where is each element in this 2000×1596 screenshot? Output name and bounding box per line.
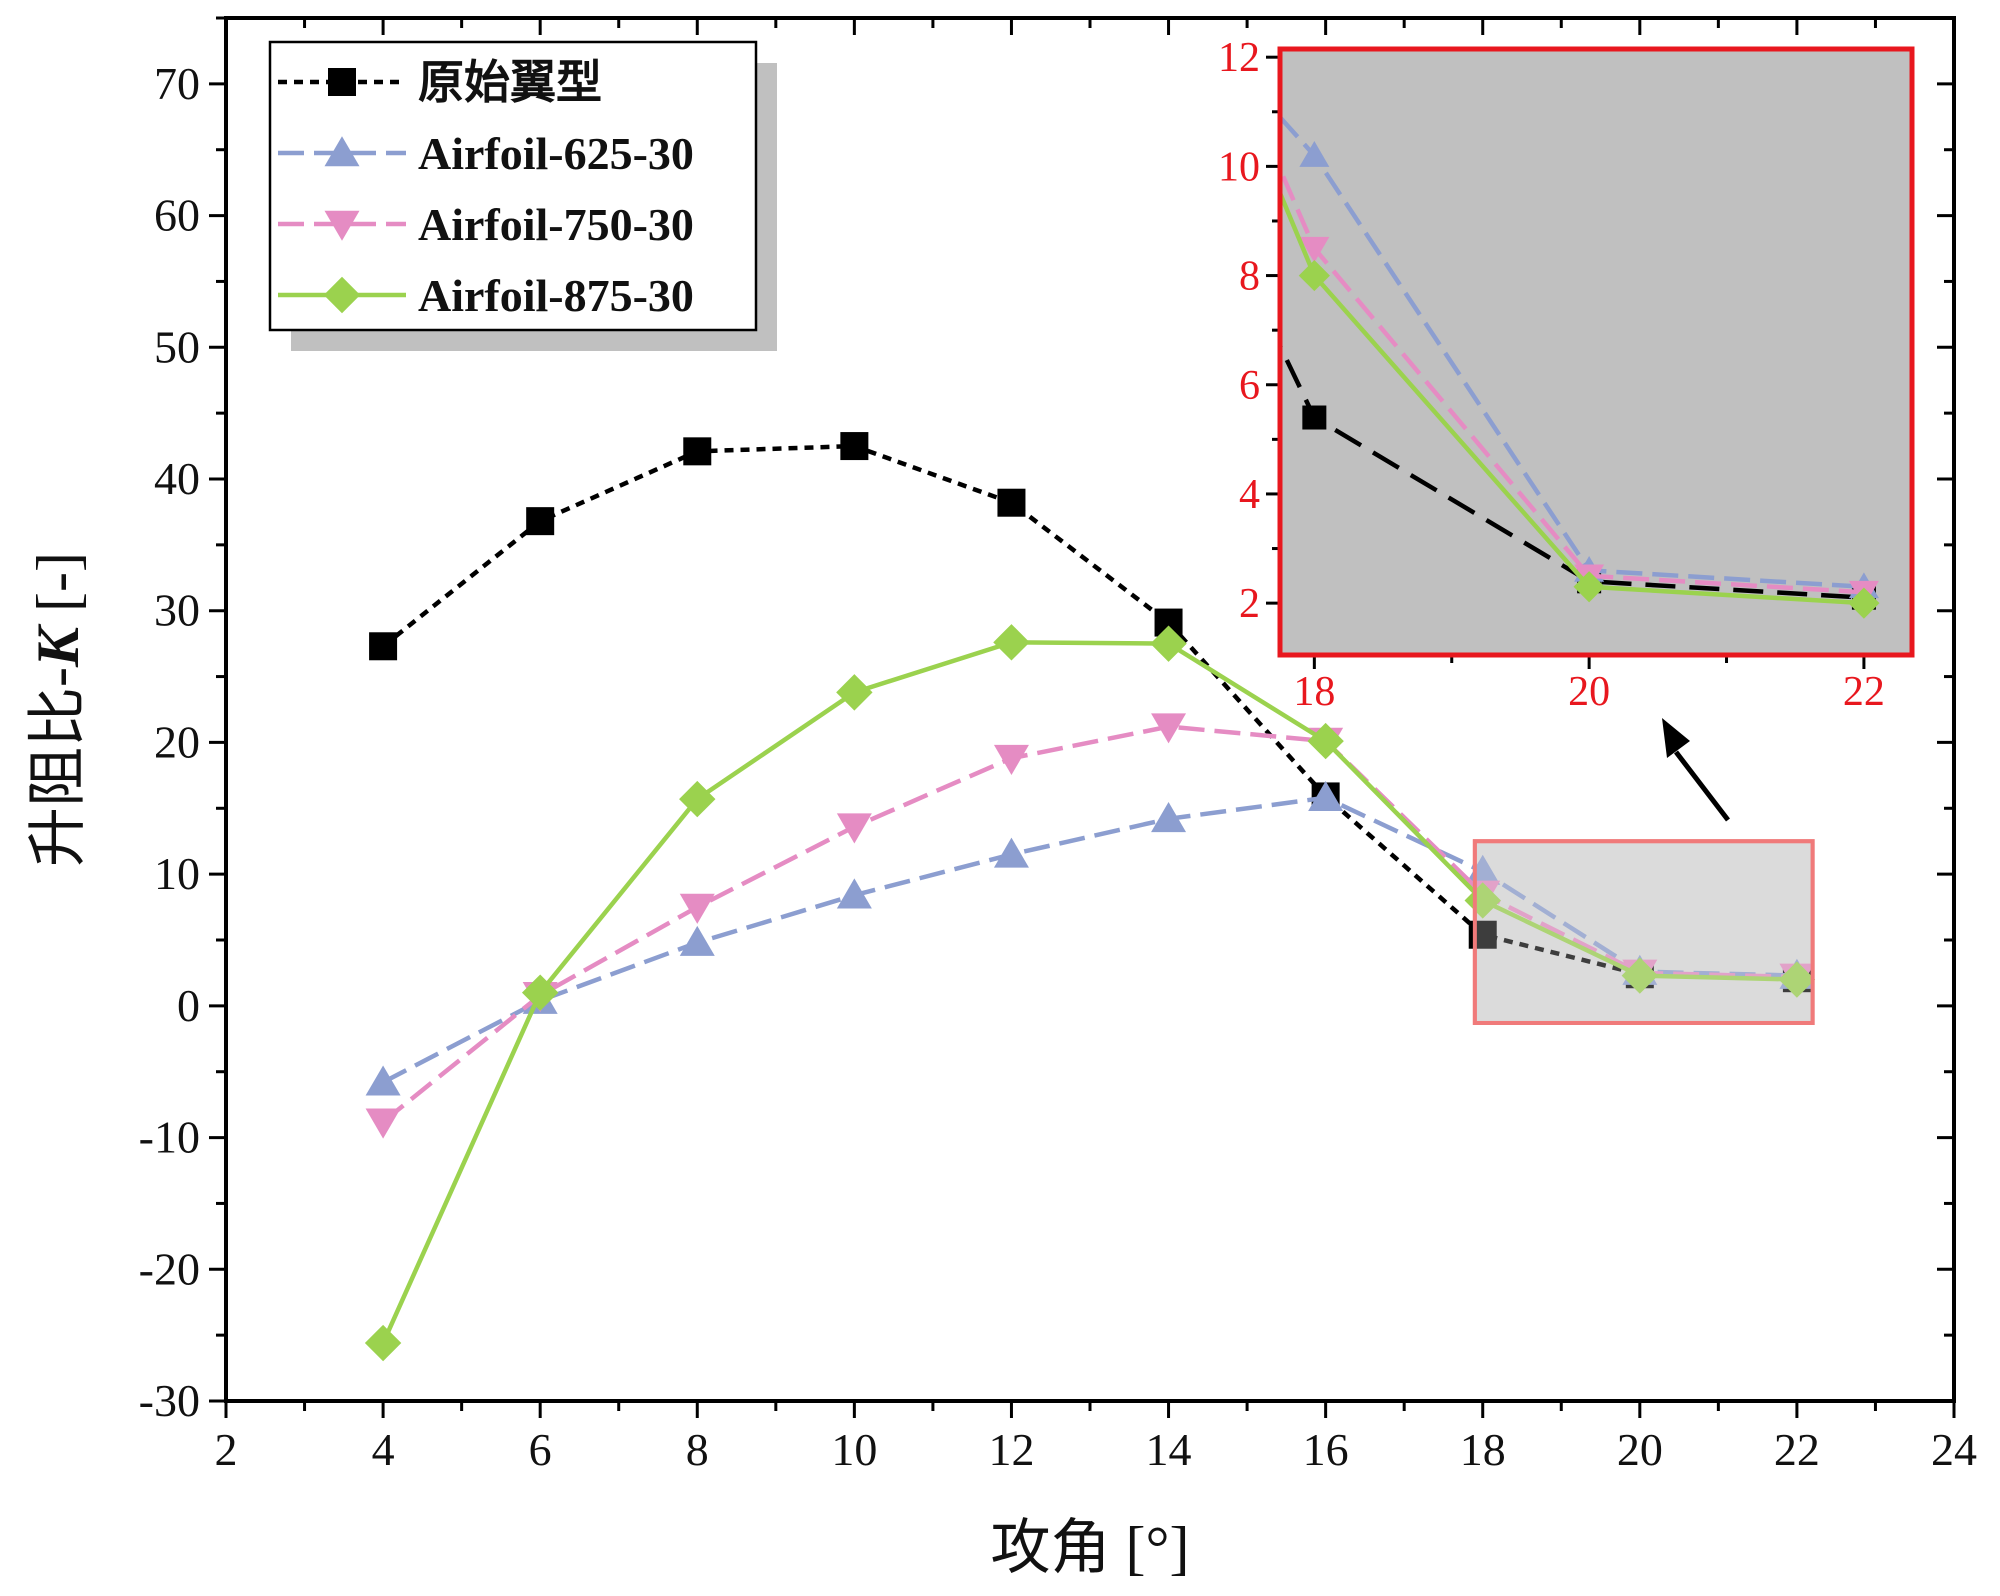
- zoom-arrow-head: [1662, 718, 1690, 758]
- main-plot: 2 4 6 8 10 12 14 16 18 20 22 24-30-20-1001020304050…: [139, 16, 1977, 1475]
- inset-data-point: [1302, 405, 1327, 430]
- inset-y-tick-label: 10: [1218, 144, 1260, 190]
- y-axis-title-unit: [-]: [25, 552, 91, 627]
- data-point: [679, 780, 716, 818]
- legend-marker: [328, 68, 356, 96]
- y-axis-title: 升阻比-K [-]: [25, 552, 91, 867]
- data-point: [369, 632, 398, 661]
- x-tick-label: 4: [372, 1424, 395, 1475]
- x-tick-label: 6: [529, 1424, 552, 1475]
- x-tick-label: 18: [1460, 1424, 1506, 1475]
- y-tick-label: -20: [139, 1243, 200, 1294]
- x-tick-label: 14: [1146, 1424, 1192, 1475]
- inset-y-tick-label: 4: [1239, 472, 1260, 518]
- inset-series-group: [1280, 113, 1880, 619]
- y-tick-label: 40: [154, 453, 200, 504]
- series-4: [364, 624, 1816, 1362]
- inset-data-point: [1298, 259, 1330, 292]
- data-point: [1778, 961, 1816, 998]
- y-tick-label: 50: [154, 321, 200, 372]
- data-point: [836, 674, 873, 711]
- inset-x-tick-label: 22: [1843, 669, 1885, 715]
- inset-y-tick-label: 8: [1239, 254, 1260, 300]
- data-point: [993, 837, 1029, 868]
- legend-marker: [323, 276, 361, 314]
- data-point: [1151, 802, 1187, 833]
- inset-y-tick-label: 12: [1218, 35, 1260, 81]
- inset-x-tick-label: 20: [1568, 669, 1610, 715]
- data-point: [997, 488, 1026, 517]
- x-tick-label: 24: [1931, 1424, 1977, 1475]
- data-point: [1621, 957, 1659, 994]
- inset-y-tick-label: 6: [1239, 363, 1260, 409]
- y-axis-title-main: 升阻比-: [25, 667, 91, 867]
- inset-frame: [1277, 46, 1915, 658]
- data-point: [683, 437, 712, 466]
- x-tick-label: 12: [988, 1424, 1034, 1475]
- inset-background: [1280, 49, 1912, 655]
- x-tick-label: 22: [1774, 1424, 1820, 1475]
- y-tick-label: -30: [139, 1375, 200, 1426]
- legend: 原始翼型 Airfoil-625-30 Airfoil-750-30 Airfoil-…: [268, 40, 777, 351]
- legend-label: Airfoil-750-30: [418, 199, 694, 250]
- inset-series-4: [1280, 187, 1880, 619]
- zoom-arrow-shaft: [1674, 750, 1730, 822]
- x-tick-label: 16: [1303, 1424, 1349, 1475]
- inset-data-point: [1573, 571, 1605, 603]
- inset-data-point: [1299, 141, 1330, 167]
- legend-label: 原始翼型: [418, 57, 602, 108]
- inset-series-line: [1280, 163, 1865, 595]
- y-tick-label: 30: [154, 585, 200, 636]
- x-tick-label: 10: [831, 1424, 877, 1475]
- data-point: [993, 744, 1029, 776]
- series-line: [381, 640, 1797, 1344]
- inset-data-point: [1848, 587, 1880, 619]
- data-point: [1308, 780, 1344, 812]
- data-point: [365, 1065, 401, 1096]
- inset-x-tick-label: 18: [1293, 669, 1335, 715]
- x-tick-label: 2: [215, 1424, 238, 1475]
- data-point: [679, 893, 715, 924]
- data-point: [1464, 882, 1501, 919]
- data-point: [679, 925, 715, 956]
- data-point: [521, 974, 559, 1011]
- inset-series-line: [1280, 187, 1865, 606]
- data-point: [364, 1324, 402, 1362]
- data-point: [836, 878, 872, 909]
- series-line: [382, 795, 1797, 1085]
- inset-y-tick-label: 2: [1239, 581, 1260, 627]
- x-tick-label: 8: [686, 1424, 709, 1475]
- y-tick-label: 0: [177, 980, 200, 1031]
- inset-data-point: [1299, 236, 1330, 263]
- data-point: [1151, 713, 1187, 744]
- y-tick-label: 20: [154, 716, 200, 767]
- data-point: [526, 507, 555, 536]
- data-point: [1307, 722, 1344, 760]
- data-point: [836, 813, 872, 844]
- series-line: [381, 724, 1797, 1124]
- data-point: [840, 432, 869, 461]
- legend-label: Airfoil-875-30: [418, 270, 694, 321]
- zoom-region-box: [1472, 839, 1815, 1025]
- legend-marker: [324, 210, 360, 241]
- x-axis-title: 攻角 [°]: [991, 1515, 1190, 1581]
- y-axis-title-symbol: K: [25, 623, 91, 668]
- y-tick-label: 70: [154, 58, 200, 109]
- data-point: [1150, 625, 1187, 662]
- y-tick-label: 10: [154, 848, 200, 899]
- y-tick-label: -10: [139, 1112, 200, 1163]
- inset-series-line: [1280, 113, 1865, 590]
- data-point: [993, 624, 1030, 661]
- legend-marker: [324, 136, 360, 167]
- zoom-region-overlay: [1472, 839, 1815, 1025]
- data-point: [365, 1108, 401, 1139]
- x-tick-label: 20: [1617, 1424, 1663, 1475]
- legend-label: Airfoil-625-30: [418, 128, 694, 179]
- inset-series-line: [1280, 340, 1865, 600]
- y-tick-label: 60: [154, 190, 200, 241]
